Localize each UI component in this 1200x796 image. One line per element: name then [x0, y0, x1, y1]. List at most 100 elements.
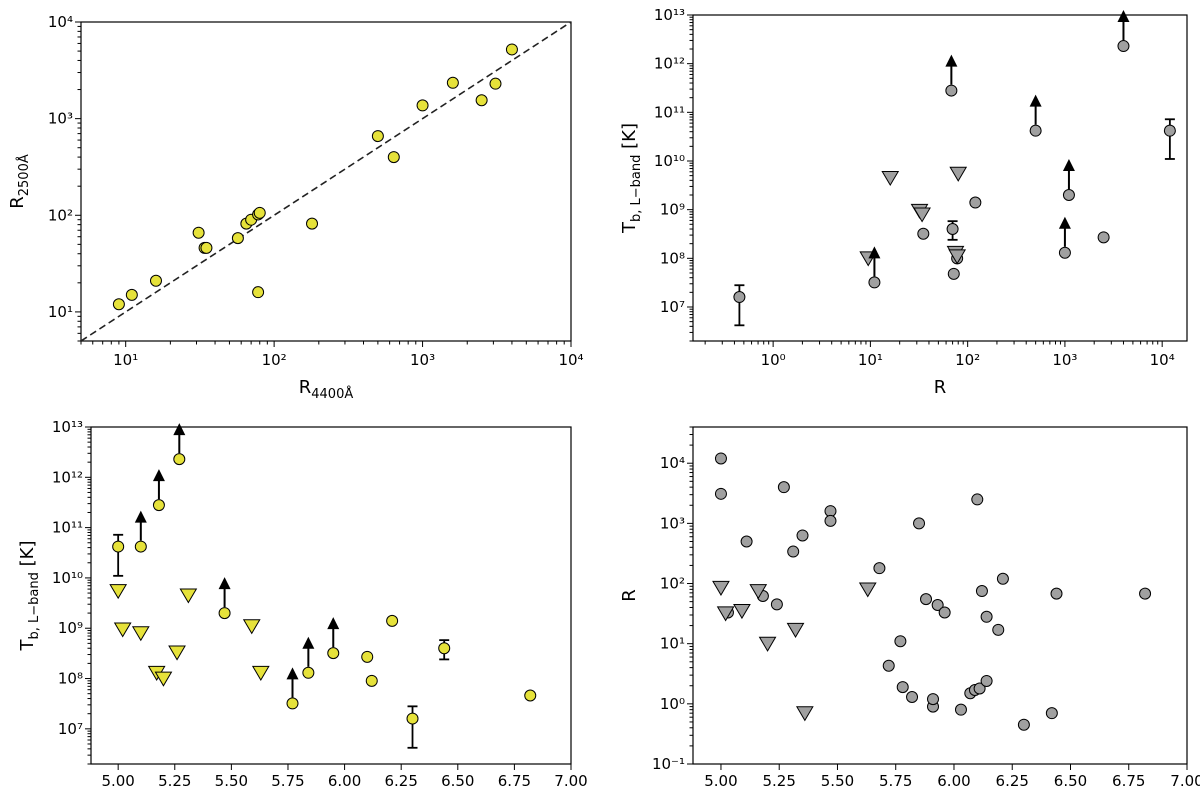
- y-tick-label: 10⁸: [660, 249, 685, 267]
- data-point: [980, 610, 993, 623]
- x-tick-label: 10⁴: [558, 351, 583, 369]
- data-point: [149, 274, 162, 287]
- panel-3: 5.00 5.25 5.50 5.75 6.00 6.25 6.50 6.75 7.00 10⁷ 1…: [17, 418, 588, 796]
- data-point: [524, 689, 537, 702]
- data-point: [416, 99, 429, 112]
- upper-limit-marker: [795, 706, 814, 722]
- data-point: [945, 84, 958, 97]
- data-point: [906, 690, 919, 703]
- lower-limit-arrowhead: [1117, 10, 1130, 23]
- x-tick-label: 6.00: [328, 772, 361, 790]
- data-point: [1017, 718, 1030, 731]
- data-point: [286, 697, 299, 710]
- y-tick-label: 10⁻¹: [652, 755, 685, 773]
- data-point: [740, 535, 753, 548]
- data-point: [1117, 40, 1130, 53]
- data-point: [946, 223, 959, 236]
- data-point: [386, 614, 399, 627]
- y-tick-label: 10⁰: [660, 695, 685, 713]
- y-tick-label: 10¹: [660, 635, 685, 653]
- plot-area: [109, 453, 537, 749]
- x-tick-label: 10²: [955, 351, 980, 369]
- x-tick-label: 6.50: [441, 772, 474, 790]
- data-point: [992, 623, 1005, 636]
- data-point: [733, 291, 746, 304]
- data-point: [306, 217, 319, 230]
- data-point: [931, 598, 944, 611]
- data-point: [1058, 246, 1071, 259]
- data-point: [980, 674, 993, 687]
- x-tick-label: 10⁰: [761, 351, 786, 369]
- lower-limit-arrowhead: [945, 54, 958, 67]
- data-point: [917, 227, 930, 240]
- lower-limit-arrowhead: [327, 617, 340, 630]
- data-point: [896, 681, 909, 694]
- x-tick-label: 7.00: [554, 772, 587, 790]
- data-point: [927, 693, 940, 706]
- lower-limit-arrowhead: [1058, 216, 1071, 229]
- x-tick-label: 7.00: [1170, 772, 1200, 790]
- data-point: [152, 499, 165, 512]
- data-point: [777, 481, 790, 494]
- x-tick-label: 5.50: [821, 772, 854, 790]
- upper-limit-marker: [251, 665, 270, 681]
- x-tick-label: 10³: [410, 351, 435, 369]
- upper-limit-marker: [109, 584, 128, 600]
- panel-1: 10¹ 10² 10³ 10⁴ 10¹ 10² 10³ 10⁴ R4400Å R2500Å: [7, 13, 584, 402]
- axis-label: Tb, L−band [K]: [17, 541, 42, 652]
- y-tick-label: 10¹⁰: [654, 152, 685, 170]
- data-point: [125, 288, 138, 301]
- data-point: [327, 647, 340, 660]
- upper-limit-marker: [749, 584, 768, 600]
- plot-area: [733, 40, 1176, 327]
- y-tick-label: 10²: [48, 206, 73, 224]
- data-point: [770, 598, 783, 611]
- data-point: [406, 712, 419, 725]
- data-point: [387, 151, 400, 164]
- upper-limit-marker: [758, 636, 777, 652]
- axis-label: R: [934, 377, 947, 398]
- data-point: [975, 585, 988, 598]
- data-point: [1097, 231, 1110, 244]
- y-tick-label: 10⁴: [48, 13, 73, 31]
- data-point: [218, 607, 231, 620]
- plot-frame: [692, 426, 1188, 765]
- lower-limit-arrowhead: [173, 423, 186, 436]
- y-tick-label: 10⁹: [660, 201, 685, 219]
- data-point: [1050, 587, 1063, 600]
- axis-label: Redshift: [903, 794, 976, 796]
- x-tick-label: 10¹: [113, 351, 138, 369]
- x-tick-label: 10¹: [858, 351, 883, 369]
- data-point: [1029, 124, 1042, 137]
- upper-limit-marker: [712, 580, 730, 596]
- plot-area: [81, 22, 571, 341]
- data-point: [475, 94, 488, 107]
- y-tick-label: 10⁷: [58, 720, 83, 738]
- axis-label: R: [619, 589, 640, 602]
- upper-limit-marker: [858, 582, 877, 598]
- data-point: [1045, 707, 1058, 720]
- data-point: [714, 487, 727, 500]
- data-point: [1139, 587, 1152, 600]
- y-tick-label: 10¹⁰: [52, 569, 83, 587]
- data-point: [996, 572, 1009, 585]
- upper-limit-marker: [948, 249, 967, 265]
- y-tick-label: 10⁹: [58, 619, 83, 637]
- lower-limit-arrowhead: [1029, 94, 1042, 107]
- data-point: [200, 241, 213, 254]
- x-tick-label: 10³: [1052, 351, 1077, 369]
- x-tick-label: 5.25: [158, 772, 191, 790]
- data-point: [112, 298, 125, 311]
- y-tick-label: 10¹¹: [654, 103, 685, 121]
- data-point: [1163, 124, 1176, 137]
- data-point: [954, 703, 967, 716]
- x-tick-label: 6.75: [1112, 772, 1145, 790]
- x-tick-label: 10²: [262, 351, 287, 369]
- upper-limit-marker: [881, 170, 900, 187]
- x-tick-label: 5.75: [271, 772, 304, 790]
- y-tick-label: 10³: [660, 514, 685, 532]
- data-point: [894, 635, 907, 648]
- data-point: [824, 514, 837, 527]
- lower-limit-arrowhead: [286, 667, 299, 680]
